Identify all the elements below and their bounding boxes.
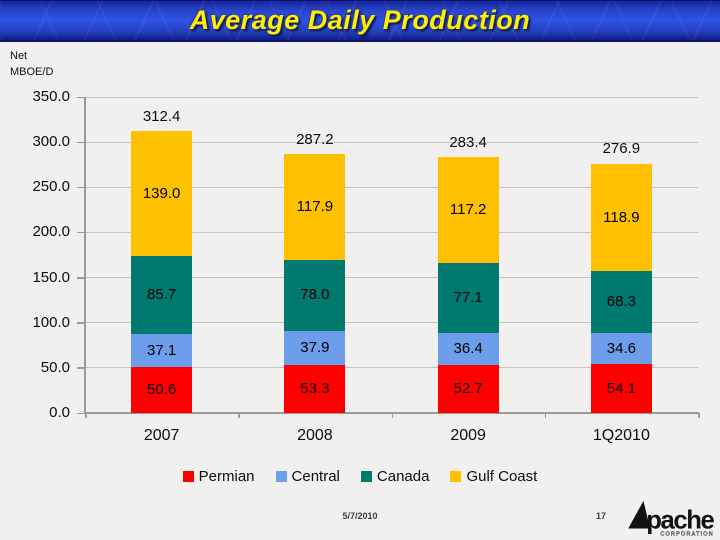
gridline-100 (85, 322, 698, 324)
bar-segment-permian-2008: 53.3 (284, 364, 346, 413)
x-category-label-1q2010: 1Q2010 (592, 427, 650, 444)
y-tick-mark-150 (77, 277, 85, 279)
apache-logo-wordmark: pache (646, 506, 714, 534)
segment-value-label-central-2009: 36.4 (453, 339, 483, 357)
title-bar: Average Daily Production (0, 0, 720, 42)
apache-logo-triangle-icon (628, 500, 651, 529)
bar-segment-canada-2009: 77.1 (437, 262, 499, 333)
bar-segment-central-2007: 37.1 (131, 333, 193, 368)
y-axis-unit-line2: MBOE/D (10, 66, 54, 78)
y-tick-label-350: 350.0 (32, 88, 70, 105)
gridline-300 (85, 141, 698, 143)
legend-label-gulf-coast: Gulf Coast (466, 467, 538, 485)
x-tick-mark-0 (85, 413, 87, 418)
segment-value-label-gulf-coast-2008: 117.9 (296, 198, 334, 215)
legend-swatch-central (275, 470, 287, 482)
apache-logo-subtext: CORPORATION (660, 532, 713, 537)
y-tick-mark-0 (77, 412, 85, 414)
bar-total-label-2007: 312.4 (142, 107, 181, 125)
x-tick-mark-2 (391, 413, 393, 418)
bar-segment-permian-2007: 50.6 (131, 367, 193, 413)
y-tick-mark-250 (77, 186, 85, 189)
legend-label-permian: Permian (198, 467, 255, 485)
bar-segment-central-2008: 37.9 (284, 330, 346, 365)
segment-value-label-central-1q2010: 34.6 (606, 339, 636, 357)
segment-value-label-gulf-coast-1q2010: 118.9 (603, 208, 640, 226)
bar-segment-canada-1q2010: 68.3 (590, 271, 652, 333)
segment-value-label-permian-2008: 53.3 (300, 379, 330, 397)
segment-value-label-canada-2008: 78.0 (300, 286, 330, 304)
segment-value-label-canada-2009: 77.1 (453, 288, 483, 306)
stacked-bar-chart: 0.0 50.0 100.0 150.0 200.0 250.0 300.0 350.0 50.… (0, 88, 720, 452)
bar-total-label-1q2010: 276.9 (602, 139, 641, 157)
page-title: Average Daily Production (189, 5, 531, 35)
bar-segment-gulf-coast-2008: 117.9 (284, 153, 346, 261)
y-tick-mark-300 (77, 141, 85, 144)
segment-value-label-gulf-coast-2007: 139.0 (142, 184, 181, 202)
segment-value-label-central-2008: 37.9 (300, 338, 330, 356)
y-tick-mark-50 (77, 367, 85, 369)
bar-segment-permian-1q2010: 54.1 (590, 364, 652, 413)
legend-item-canada: Canada (360, 467, 430, 485)
y-axis-unit-label: Net MBOE/D (10, 48, 53, 80)
y-tick-label-0: 0.0 (49, 404, 70, 421)
legend-swatch-gulf-coast (450, 470, 462, 482)
footer-page-number: 17 (596, 511, 607, 521)
segment-value-label-gulf-coast-2009: 117.2 (449, 201, 487, 219)
y-tick-mark-200 (77, 231, 85, 234)
bar-total-label-2008: 287.2 (296, 130, 334, 148)
bar-segment-canada-2008: 78.0 (284, 260, 346, 331)
y-tick-label-300: 300.0 (32, 133, 70, 151)
gridline-350 (85, 96, 698, 98)
apache-logo: pache CORPORATION (628, 500, 716, 537)
y-axis-unit-line1: Net (10, 50, 28, 62)
footer-date: 5/7/2010 (342, 511, 378, 521)
gridline-250 (85, 186, 698, 188)
x-category-label-2009: 2009 (450, 427, 486, 444)
segment-value-label-canada-2007: 85.7 (147, 286, 177, 304)
bar-segment-gulf-coast-1q2010: 118.9 (590, 163, 652, 272)
segment-value-label-permian-1q2010: 54.1 (606, 379, 636, 397)
legend-item-gulf-coast: Gulf Coast (450, 468, 537, 485)
bar-segment-gulf-coast-2007: 139.0 (131, 130, 193, 257)
bar-segment-central-1q2010: 34.6 (590, 332, 652, 365)
x-category-label-2008: 2008 (297, 427, 333, 444)
y-tick-label-150: 150.0 (32, 268, 70, 286)
y-tick-label-250: 250.0 (32, 178, 70, 196)
legend-swatch-permian (182, 470, 194, 482)
gridline-200 (85, 231, 698, 233)
segment-value-label-permian-2009: 52.7 (453, 380, 483, 398)
chart-legend: Permian Central Canada Gulf Coast (0, 466, 720, 486)
segment-value-label-central-2007: 37.1 (147, 341, 177, 359)
bar-total-label-2009: 283.4 (449, 134, 487, 152)
y-tick-mark-100 (77, 322, 85, 324)
y-tick-label-100: 100.0 (32, 313, 70, 331)
segment-value-label-permian-2007: 50.6 (147, 381, 177, 399)
x-category-label-2007: 2007 (143, 427, 180, 444)
y-tick-mark-350 (77, 96, 85, 98)
y-tick-label-200: 200.0 (32, 223, 70, 241)
legend-label-canada: Canada (376, 467, 430, 485)
legend-label-central: Central (291, 467, 340, 485)
x-tick-mark-3 (544, 413, 547, 418)
gridline-50 (85, 367, 698, 369)
bar-segment-canada-2007: 85.7 (131, 256, 193, 334)
legend-item-central: Central (275, 467, 340, 485)
x-tick-mark-1 (238, 413, 240, 418)
x-tick-mark-4 (698, 413, 700, 418)
legend-swatch-canada (360, 470, 372, 482)
bar-segment-permian-2009: 52.7 (437, 365, 499, 413)
bar-segment-gulf-coast-2009: 117.2 (437, 157, 499, 263)
y-axis-line (84, 97, 86, 413)
legend-item-permian: Permian (182, 467, 255, 485)
bar-segment-central-2009: 36.4 (437, 332, 499, 366)
gridline-150 (85, 277, 698, 279)
y-tick-label-50: 50.0 (40, 358, 70, 376)
segment-value-label-canada-1q2010: 68.3 (606, 293, 636, 311)
